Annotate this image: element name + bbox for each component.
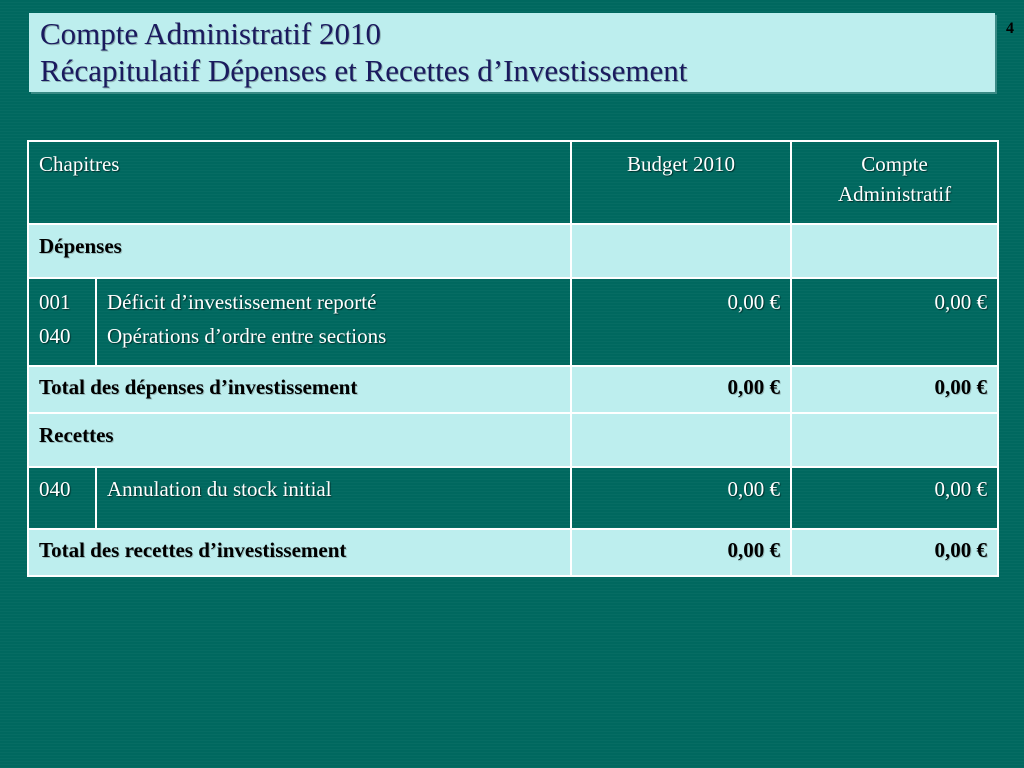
header-chapitres: Chapitres [26, 140, 573, 225]
depenses-labels-cell: Déficit d’investissement reporté Opérati… [94, 277, 573, 367]
total-depenses-label: Total des dépenses d’investissement [26, 365, 573, 414]
total-depenses-compte: 0,00 € [790, 365, 1000, 414]
table-row-depenses-detail: 001 040 Déficit d’investissement reporté… [27, 277, 1000, 367]
total-row-recettes: Total des recettes d’investissement 0,00… [26, 528, 1000, 577]
total-recettes-compte: 0,00 € [790, 528, 1000, 577]
summary-table: Chapitres Budget 2010 Compte Administrat… [26, 140, 1000, 577]
total-depenses-budget: 0,00 € [570, 365, 793, 414]
recettes-compte-value: 0,00 € [790, 466, 1000, 530]
page-number: 4 [1006, 20, 1014, 37]
depenses-compte-value: 0,00 € [790, 277, 1000, 367]
total-recettes-budget: 0,00 € [570, 528, 793, 577]
chapter-code: 040 [27, 466, 97, 530]
recettes-budget-value: 0,00 € [570, 466, 793, 530]
table-header-row: Chapitres Budget 2010 Compte Administrat… [26, 140, 1000, 225]
chapter-label: Opérations d’ordre entre sections [107, 324, 387, 348]
slide-subtitle: Récapitulatif Dépenses et Recettes d’Inv… [40, 53, 688, 88]
chapter-code: 040 [39, 324, 71, 348]
header-compte-administratif: Compte Administratif [790, 140, 1000, 225]
chapter-code: 001 [39, 290, 71, 314]
total-recettes-label: Total des recettes d’investissement [26, 528, 573, 577]
header-compte-line1: Compte [861, 152, 928, 176]
section-row-recettes: Recettes [26, 412, 1000, 468]
table-row-recettes-detail: 040 Annulation du stock initial 0,00 € 0… [27, 466, 1000, 530]
chapter-label: Annulation du stock initial [94, 466, 573, 530]
section-label-recettes: Recettes [26, 412, 573, 468]
section-depenses-compte-empty [790, 223, 1000, 279]
section-recettes-compte-empty [790, 412, 1000, 468]
depenses-budget-value: 0,00 € [570, 277, 793, 367]
section-recettes-budget-empty [570, 412, 793, 468]
slide-title-box: Compte Administratif 2010 Récapitulatif … [29, 13, 995, 92]
section-depenses-budget-empty [570, 223, 793, 279]
section-row-depenses: Dépenses [26, 223, 1000, 279]
header-compte-line2: Administratif [837, 182, 952, 206]
section-label-depenses: Dépenses [26, 223, 573, 279]
chapter-label: Déficit d’investissement reporté [107, 290, 377, 314]
header-budget: Budget 2010 [570, 140, 793, 225]
depenses-codes-cell: 001 040 [27, 277, 97, 367]
slide-title: Compte Administratif 2010 [40, 16, 381, 51]
total-row-depenses: Total des dépenses d’investissement 0,00… [26, 365, 1000, 414]
